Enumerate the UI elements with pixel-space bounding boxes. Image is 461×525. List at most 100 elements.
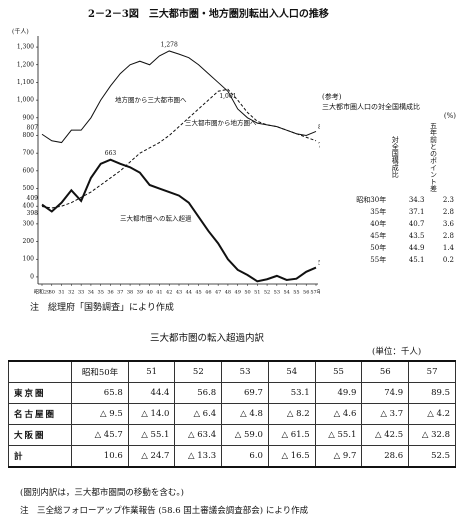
inset-row: 45年 43.5 2.8 [322, 230, 456, 242]
inset-cell: 37.1 [408, 208, 425, 216]
inset-row-label: 35年 [370, 208, 387, 216]
x-tick-label: 31 [58, 290, 64, 296]
y-tick-label: 100 [23, 256, 35, 263]
inset-row: 55年 45.1 0.2 [322, 254, 456, 266]
x-tick-label: 34 [88, 290, 94, 296]
table-cell: △ 9.7 [314, 445, 363, 468]
inset-cell: 0.2 [442, 256, 454, 264]
table-cell: △ 6.4 [174, 403, 223, 425]
inset-row-label: 40年 [370, 220, 387, 228]
table-row: 東京圏 65.8 44.4 56.8 69.7 53.1 49.9 74.9 89.5 [7, 382, 456, 404]
table-header: 昭和50年 51 52 53 54 55 56 57 [7, 360, 456, 383]
table-cell: △ 24.7 [127, 445, 176, 468]
page-title: 2－2－3図 三大都市圏・地方圏別転出入人口の推移 [88, 9, 329, 20]
x-tick-label: 56 [303, 290, 309, 296]
table-cell: 69.7 [221, 382, 269, 404]
data-label: 823 [318, 124, 320, 131]
table-cell: △ 13.3 [174, 445, 223, 468]
x-tick-label: 36 [107, 290, 113, 296]
inset-cell: 2.3 [442, 196, 454, 204]
table-cell: △ 32.8 [408, 424, 456, 446]
y-tick-label: 400 [23, 203, 35, 210]
column-header: 54 [267, 360, 316, 383]
table-cell: △ 55.1 [314, 424, 363, 446]
inset-cell: 34.3 [408, 196, 425, 204]
y-tick-label: 1,000 [17, 97, 34, 104]
row-label: 東京圏 [7, 382, 73, 404]
x-tick-label: 57年 [310, 289, 320, 296]
data-label: 53 [318, 260, 320, 267]
y-tick-label: 500 [23, 185, 35, 192]
y-tick-label: 300 [23, 220, 35, 227]
inset-cell: 2.8 [442, 208, 454, 216]
inset-cell: 45.1 [408, 256, 425, 264]
x-tick-label: 45 [195, 290, 201, 296]
table-cell: 44.4 [127, 382, 176, 404]
inset-table: (参考) 三大都市圏人口の対全国構成比 (%) 対全国構成比 五年前とのポイント差… [322, 92, 456, 266]
y-tick-label: 600 [23, 167, 35, 174]
series-line [41, 88, 317, 209]
inset-grid: 対全国構成比 五年前とのポイント差 昭和30年 34.3 2.3 35年 37.1 2.8 40… [322, 120, 456, 266]
note: 注 総理府「国勢調査」により作成 [30, 303, 174, 313]
x-tick-label: 33 [78, 290, 84, 296]
y-tick-label: 1,100 [17, 79, 34, 86]
inset-note: (参考) [322, 93, 342, 101]
table-cell: 28.6 [361, 445, 410, 468]
table-cell: △ 8.2 [267, 403, 316, 425]
data-label: 409 [27, 195, 39, 202]
x-tick-label: 40 [146, 290, 152, 296]
column-header: 57 [408, 360, 456, 383]
y-tick-label: 1,200 [17, 61, 34, 68]
x-tick-label: 54 [283, 290, 289, 296]
inset-row-label: 昭和30年 [356, 196, 387, 204]
x-tick-label: 50 [244, 290, 250, 296]
inset-row: 35年 37.1 2.8 [322, 206, 456, 218]
x-tick-label: 35 [98, 290, 104, 296]
series-line [41, 158, 317, 283]
table-cell: △ 16.5 [267, 445, 316, 468]
table-cell: △ 14.0 [127, 403, 176, 425]
inset-title: 三大都市圏人口の対全国構成比 [322, 103, 420, 111]
x-tick-label: 55 [293, 290, 299, 296]
column-header: 52 [174, 360, 223, 383]
x-tick-label: 30 [49, 290, 55, 296]
inset-row-label: 55年 [370, 256, 387, 264]
y-tick-label: 900 [23, 114, 35, 121]
table-cell: 65.8 [71, 382, 129, 404]
inset-row-label: 45年 [370, 232, 387, 240]
data-label: 663 [105, 150, 117, 157]
x-tick-label: 49 [235, 290, 241, 296]
data-label: 1,061 [219, 93, 236, 100]
footnote: 注 三全総フォローアップ作業報告 (58.6 国土審議会調査部会) により作成 [20, 506, 309, 516]
table-unit: (単位：千人) [372, 347, 422, 357]
series-name: 三大都市圏への転入超過 [120, 214, 192, 223]
x-tick-label: 43 [176, 290, 182, 296]
x-tick-label: 53 [274, 290, 280, 296]
table-corner [7, 360, 73, 383]
table-cell: △ 61.5 [267, 424, 316, 446]
table-cell: 52.5 [408, 445, 456, 468]
inset-column: 五年前とのポイント差 [429, 122, 438, 192]
table-row: 名古屋圏 △ 9.5 △ 14.0 △ 6.4 △ 4.8 △ 8.2 △ 4.6 △ 3.7… [7, 403, 456, 425]
x-tick-label: 38 [127, 290, 133, 296]
inset-row: 50年 44.9 1.4 [322, 242, 456, 254]
inset-unit: (%) [443, 112, 456, 120]
inset-cell: 1.4 [442, 244, 454, 252]
x-tick-label: 昭和29 [34, 289, 50, 296]
table-cell: 56.8 [174, 382, 223, 404]
y-unit: (千人) [12, 28, 29, 36]
data-label: 770 [318, 142, 320, 149]
inset-cell: 44.9 [408, 244, 425, 252]
table-cell: 49.9 [314, 382, 363, 404]
column-header: 55 [314, 360, 363, 383]
x-tick-label: 52 [264, 290, 270, 296]
inset-cell: 2.8 [442, 232, 454, 240]
row-label: 計 [7, 445, 73, 468]
data-label: 398 [27, 210, 39, 217]
series-name: 地方圏から三大都市圏へ [115, 95, 187, 104]
x-tick-label: 46 [205, 290, 211, 296]
table-cell: 74.9 [361, 382, 410, 404]
table-cell: △ 42.5 [361, 424, 410, 446]
data-label: 1,278 [161, 41, 178, 48]
